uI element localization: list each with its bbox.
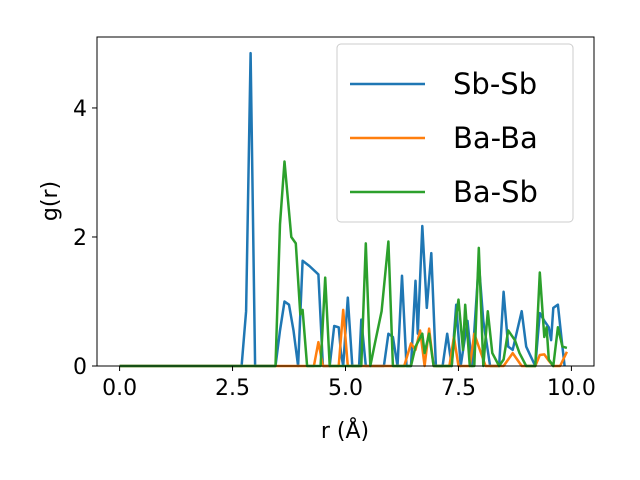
legend-entries: Sb-Sb Ba-Ba Ba-Sb xyxy=(350,67,538,209)
y-axis-label: g(r) xyxy=(38,181,63,221)
legend-label-sb-sb: Sb-Sb xyxy=(453,67,537,101)
legend-label-ba-ba: Ba-Ba xyxy=(453,121,538,155)
x-tick-label: 10.0 xyxy=(547,376,596,401)
y-axis-ticks: 0 2 4 xyxy=(73,97,97,380)
y-tick-label: 2 xyxy=(73,226,87,251)
series-line-ba-ba xyxy=(119,308,569,368)
x-tick-label: 5.0 xyxy=(328,376,363,401)
legend-label-ba-sb: Ba-Sb xyxy=(453,175,538,209)
legend-box xyxy=(336,43,574,223)
series-line-sb-sb xyxy=(119,51,566,368)
legend: Sb-Sb Ba-Ba Ba-Sb xyxy=(336,43,574,223)
x-axis-ticks: 0.0 2.5 5.0 7.5 10.0 xyxy=(102,366,596,401)
x-tick-label: 0.0 xyxy=(102,376,137,401)
y-tick-label: 0 xyxy=(73,355,87,380)
x-tick-label: 2.5 xyxy=(215,376,250,401)
x-axis-label: r (Å) xyxy=(321,417,369,444)
y-tick-label: 4 xyxy=(73,97,87,122)
x-tick-label: 7.5 xyxy=(441,376,476,401)
